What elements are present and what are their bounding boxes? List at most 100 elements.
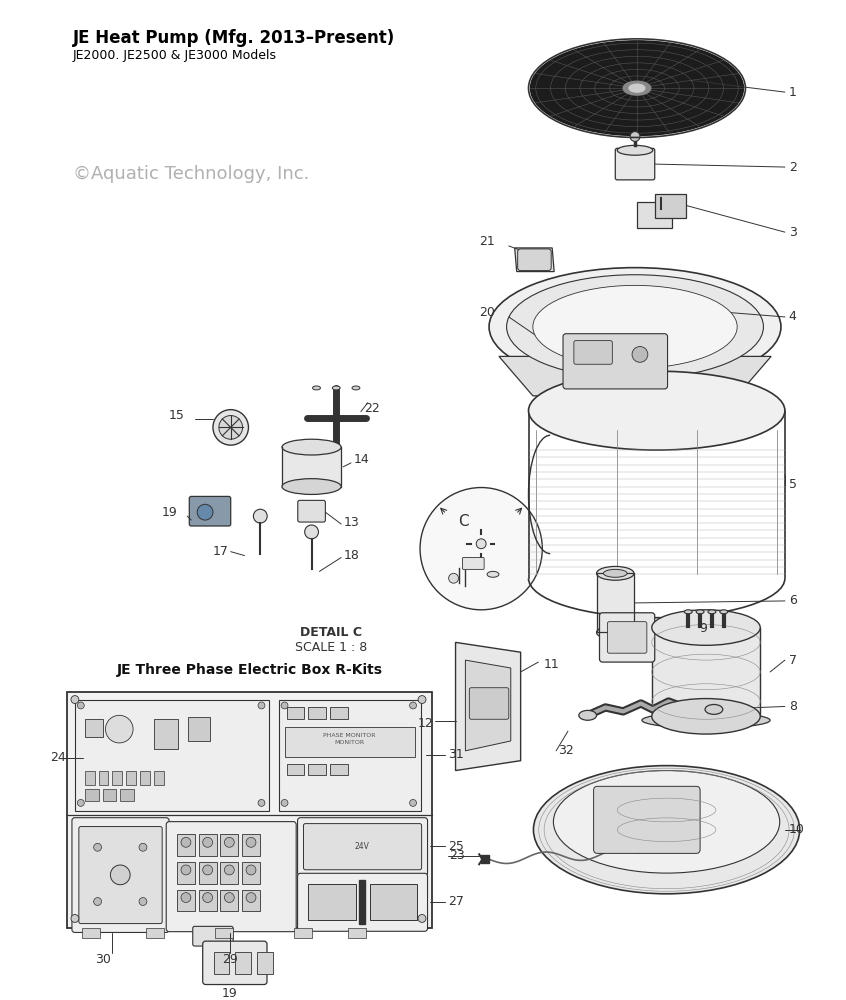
Circle shape	[258, 799, 265, 806]
Bar	[221, 862, 239, 884]
Text: 6: 6	[788, 594, 797, 607]
Text: 24V: 24V	[354, 842, 369, 851]
Ellipse shape	[332, 386, 340, 390]
Bar	[189, 717, 210, 741]
FancyBboxPatch shape	[75, 700, 269, 811]
Circle shape	[254, 509, 267, 523]
Ellipse shape	[705, 704, 722, 714]
Bar	[596, 573, 634, 632]
Ellipse shape	[579, 710, 596, 720]
Circle shape	[224, 837, 234, 847]
FancyBboxPatch shape	[594, 786, 700, 853]
Bar	[213, 952, 229, 974]
Circle shape	[258, 702, 265, 709]
FancyBboxPatch shape	[203, 941, 267, 985]
Circle shape	[305, 525, 318, 539]
Text: 19: 19	[222, 987, 237, 1000]
Bar	[67, 692, 431, 928]
Circle shape	[94, 843, 102, 851]
FancyBboxPatch shape	[79, 827, 162, 924]
Bar	[481, 855, 489, 863]
Ellipse shape	[696, 610, 704, 614]
Bar	[309, 884, 356, 920]
Circle shape	[139, 898, 147, 905]
Circle shape	[181, 837, 191, 847]
Text: 27: 27	[448, 895, 464, 908]
Circle shape	[139, 843, 147, 851]
Text: 24: 24	[50, 751, 66, 764]
Bar	[85, 789, 99, 801]
FancyBboxPatch shape	[600, 613, 655, 662]
Circle shape	[213, 410, 249, 445]
FancyBboxPatch shape	[607, 622, 647, 653]
Ellipse shape	[642, 712, 770, 728]
FancyBboxPatch shape	[574, 341, 613, 364]
Circle shape	[281, 799, 288, 806]
Text: 12: 12	[418, 717, 434, 730]
Text: 17: 17	[213, 545, 228, 558]
Circle shape	[203, 837, 212, 847]
Bar	[99, 771, 108, 785]
Bar	[120, 789, 134, 801]
Text: 2: 2	[788, 161, 797, 174]
Bar	[282, 447, 341, 487]
Circle shape	[71, 915, 79, 922]
Ellipse shape	[553, 771, 780, 873]
Bar	[177, 862, 195, 884]
Circle shape	[94, 898, 102, 905]
Bar	[85, 771, 95, 785]
Bar	[140, 771, 150, 785]
Text: 31: 31	[448, 748, 464, 761]
Text: 3: 3	[788, 226, 797, 239]
Ellipse shape	[596, 626, 634, 639]
Bar	[284, 727, 415, 757]
Circle shape	[409, 702, 416, 709]
Text: 23: 23	[449, 849, 465, 862]
Bar	[177, 834, 195, 856]
Ellipse shape	[507, 275, 763, 379]
Bar	[199, 834, 217, 856]
Text: 5: 5	[788, 478, 797, 491]
FancyBboxPatch shape	[72, 818, 169, 932]
Circle shape	[111, 865, 130, 885]
Text: 25: 25	[448, 840, 464, 853]
Bar	[308, 707, 326, 719]
Circle shape	[197, 504, 213, 520]
Bar	[242, 890, 260, 911]
Bar	[294, 928, 311, 938]
Text: 7: 7	[788, 654, 797, 667]
Text: 14: 14	[354, 453, 370, 466]
Circle shape	[630, 132, 640, 141]
Text: SCALE 1 : 8: SCALE 1 : 8	[295, 641, 367, 654]
Bar	[330, 707, 348, 719]
Bar	[257, 952, 272, 974]
FancyBboxPatch shape	[518, 249, 552, 271]
Polygon shape	[465, 660, 511, 751]
Text: 15: 15	[168, 409, 184, 422]
Circle shape	[418, 915, 426, 922]
FancyBboxPatch shape	[615, 148, 655, 180]
Ellipse shape	[596, 566, 634, 580]
Ellipse shape	[530, 41, 744, 135]
Ellipse shape	[529, 371, 785, 450]
FancyBboxPatch shape	[166, 822, 296, 932]
Bar	[126, 771, 136, 785]
Text: 11: 11	[543, 658, 559, 671]
Bar	[177, 890, 195, 911]
Ellipse shape	[684, 610, 692, 614]
Circle shape	[246, 893, 256, 902]
Circle shape	[281, 702, 288, 709]
Text: 8: 8	[788, 700, 797, 713]
Text: ©Aquatic Technology, Inc.: ©Aquatic Technology, Inc.	[73, 165, 310, 183]
Bar	[221, 890, 239, 911]
Polygon shape	[499, 356, 771, 396]
Circle shape	[224, 893, 234, 902]
Polygon shape	[655, 194, 686, 218]
Text: 10: 10	[788, 823, 805, 836]
Ellipse shape	[282, 479, 341, 494]
Circle shape	[181, 893, 191, 902]
Text: DETAIL C: DETAIL C	[300, 626, 362, 639]
Bar	[242, 862, 260, 884]
Circle shape	[77, 702, 85, 709]
Ellipse shape	[533, 285, 737, 368]
